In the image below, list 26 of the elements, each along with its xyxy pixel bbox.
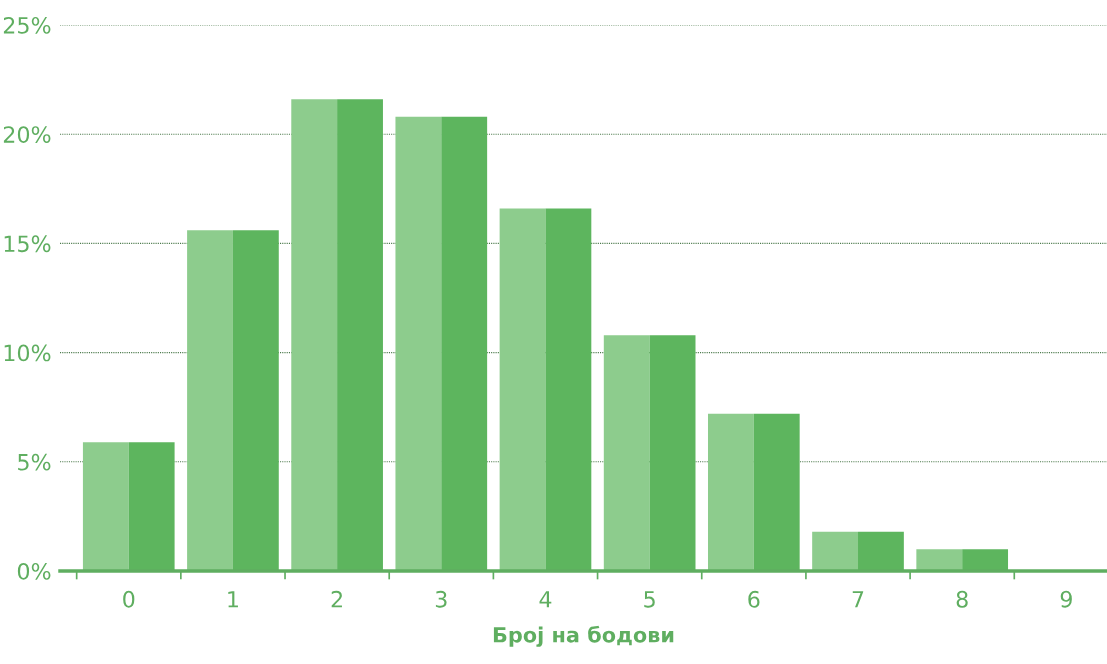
bar — [499, 208, 546, 571]
y-tick-label: 10% — [4, 344, 51, 362]
y-tick-label: 15% — [4, 235, 51, 253]
x-tick-label: 0 — [123, 590, 135, 608]
x-tick-label: 4 — [539, 591, 552, 608]
x-tick-label: 1 — [228, 591, 238, 608]
x-tick-label: 6 — [748, 590, 760, 608]
x-tick-label: 5 — [644, 591, 655, 608]
bar — [82, 442, 129, 571]
bar — [916, 549, 963, 571]
x-tick-label: 9 — [1060, 590, 1072, 608]
x-tick-label: 7 — [852, 591, 864, 608]
x-tick-label: 2 — [331, 590, 342, 608]
x-axis-title: Број на бодови — [493, 625, 674, 647]
bar — [187, 230, 233, 571]
bar — [291, 99, 338, 571]
x-tick-label: 8 — [956, 590, 968, 608]
y-tick-label: 25% — [3, 16, 51, 34]
bar — [707, 413, 754, 571]
y-tick-label: 0% — [17, 562, 51, 580]
bar — [812, 531, 859, 571]
bar — [395, 116, 442, 571]
bar — [603, 335, 650, 571]
y-tick-label: 20% — [3, 126, 51, 143]
x-tick-label: 3 — [435, 590, 447, 608]
y-tick-label: 5% — [18, 453, 51, 471]
